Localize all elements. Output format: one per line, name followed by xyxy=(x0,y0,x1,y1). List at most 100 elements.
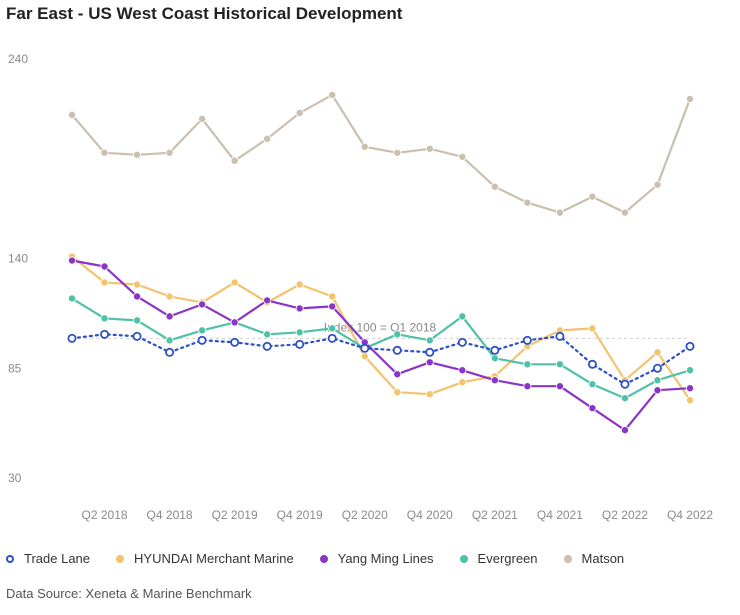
data-point-evergreen xyxy=(686,366,695,375)
y-tick-label: 85 xyxy=(8,361,22,375)
data-point-yang-ming-lines xyxy=(328,302,337,311)
data-point-yang-ming-lines xyxy=(198,300,207,309)
data-point-matson xyxy=(263,134,272,143)
legend: Trade Lane HYUNDAI Merchant Marine Yang … xyxy=(6,551,650,566)
legend-marker-trade-lane xyxy=(6,554,14,563)
data-point-evergreen xyxy=(100,314,109,323)
legend-label-yang-ming: Yang Ming Lines xyxy=(337,551,434,566)
legend-item-matson[interactable]: Matson xyxy=(563,551,625,566)
data-point-matson xyxy=(133,150,142,159)
legend-label-evergreen: Evergreen xyxy=(477,551,538,566)
data-point-matson xyxy=(425,144,434,153)
data-point-yang-ming-lines xyxy=(620,426,629,435)
data-point-hyundai-merchant-marine xyxy=(393,388,402,397)
x-tick-label: Q2 2020 xyxy=(342,508,388,522)
legend-marker-hyundai xyxy=(116,554,125,563)
chart-title: Far East - US West Coast Historical Deve… xyxy=(6,4,403,23)
data-point-trade-lane xyxy=(620,379,630,389)
data-point-trade-lane xyxy=(685,341,695,351)
data-point-matson xyxy=(555,208,564,217)
data-point-yang-ming-lines xyxy=(133,292,142,301)
legend-label-matson: Matson xyxy=(581,551,625,566)
legend-item-hyundai[interactable]: HYUNDAI Merchant Marine xyxy=(116,551,294,566)
data-point-yang-ming-lines xyxy=(263,296,272,305)
data-point-evergreen xyxy=(165,336,174,345)
data-point-trade-lane xyxy=(555,331,565,341)
data-point-evergreen xyxy=(133,316,142,325)
series-line-evergreen xyxy=(71,297,691,400)
data-point-hyundai-merchant-marine xyxy=(588,324,597,333)
x-tick-label: Q4 2021 xyxy=(537,508,583,522)
legend-item-yang-ming[interactable]: Yang Ming Lines xyxy=(319,551,434,566)
y-tick-label: 140 xyxy=(8,252,28,266)
data-point-evergreen xyxy=(68,294,77,303)
data-point-evergreen xyxy=(425,336,434,345)
data-point-evergreen xyxy=(458,312,467,321)
data-point-hyundai-merchant-marine xyxy=(133,280,142,289)
x-tick-label: Q4 2019 xyxy=(277,508,323,522)
data-point-yang-ming-lines xyxy=(230,318,239,327)
data-point-matson xyxy=(198,114,207,123)
data-point-yang-ming-lines xyxy=(490,376,499,385)
legend-item-trade-lane[interactable]: Trade Lane xyxy=(6,551,90,566)
data-point-trade-lane xyxy=(522,335,532,345)
data-point-hyundai-merchant-marine xyxy=(360,352,369,361)
data-point-matson xyxy=(490,182,499,191)
data-point-hyundai-merchant-marine xyxy=(328,292,337,301)
data-point-hyundai-merchant-marine xyxy=(425,390,434,399)
data-point-matson xyxy=(458,152,467,161)
data-point-hyundai-merchant-marine xyxy=(458,378,467,387)
data-point-evergreen xyxy=(555,360,564,369)
legend-item-evergreen[interactable]: Evergreen xyxy=(459,551,538,566)
reference-line-label: Index 100 = Q1 2018 xyxy=(324,320,437,334)
data-point-yang-ming-lines xyxy=(425,358,434,367)
data-point-yang-ming-lines xyxy=(165,312,174,321)
legend-marker-yang-ming xyxy=(319,554,328,563)
data-point-hyundai-merchant-marine xyxy=(295,280,304,289)
data-point-trade-lane xyxy=(425,347,435,357)
data-point-matson xyxy=(653,180,662,189)
data-point-yang-ming-lines xyxy=(68,256,77,265)
data-point-matson xyxy=(230,156,239,165)
data-point-hyundai-merchant-marine xyxy=(230,278,239,287)
series-line-trade-lane xyxy=(70,333,692,386)
data-point-matson xyxy=(100,148,109,157)
data-point-trade-lane xyxy=(197,335,207,345)
data-point-hyundai-merchant-marine xyxy=(100,278,109,287)
data-point-evergreen xyxy=(295,328,304,337)
data-point-trade-lane xyxy=(165,347,175,357)
data-point-evergreen xyxy=(328,324,337,333)
data-point-matson xyxy=(393,148,402,157)
data-point-matson xyxy=(588,192,597,201)
data-point-matson xyxy=(165,148,174,157)
data-point-evergreen xyxy=(523,360,532,369)
data-point-trade-lane xyxy=(327,333,337,343)
data-point-yang-ming-lines xyxy=(100,262,109,271)
data-point-matson xyxy=(328,90,337,99)
data-point-evergreen xyxy=(620,394,629,403)
data-point-trade-lane xyxy=(67,333,77,343)
data-point-trade-lane xyxy=(262,341,272,351)
data-point-matson xyxy=(523,198,532,207)
data-point-trade-lane xyxy=(295,339,305,349)
data-point-hyundai-merchant-marine xyxy=(653,348,662,357)
x-tick-label: Q4 2022 xyxy=(667,508,713,522)
series-line-yang-ming-lines xyxy=(71,259,691,432)
data-point-matson xyxy=(68,110,77,119)
data-point-matson xyxy=(686,94,695,103)
data-point-trade-lane xyxy=(392,345,402,355)
data-point-evergreen xyxy=(263,330,272,339)
data-point-evergreen xyxy=(393,330,402,339)
data-point-trade-lane xyxy=(587,359,597,369)
y-tick-label: 240 xyxy=(8,52,28,66)
data-point-yang-ming-lines xyxy=(295,304,304,313)
data-point-evergreen xyxy=(490,354,499,363)
data-point-matson xyxy=(295,108,304,117)
y-tick-label: 30 xyxy=(8,471,22,485)
x-tick-label: Q2 2019 xyxy=(212,508,258,522)
data-point-trade-lane xyxy=(360,343,370,353)
data-source-note: Data Source: Xeneta & Marine Benchmark xyxy=(6,586,252,601)
x-tick-label: Q4 2020 xyxy=(407,508,453,522)
series-line-hyundai-merchant-marine xyxy=(71,255,691,401)
data-point-yang-ming-lines xyxy=(458,366,467,375)
